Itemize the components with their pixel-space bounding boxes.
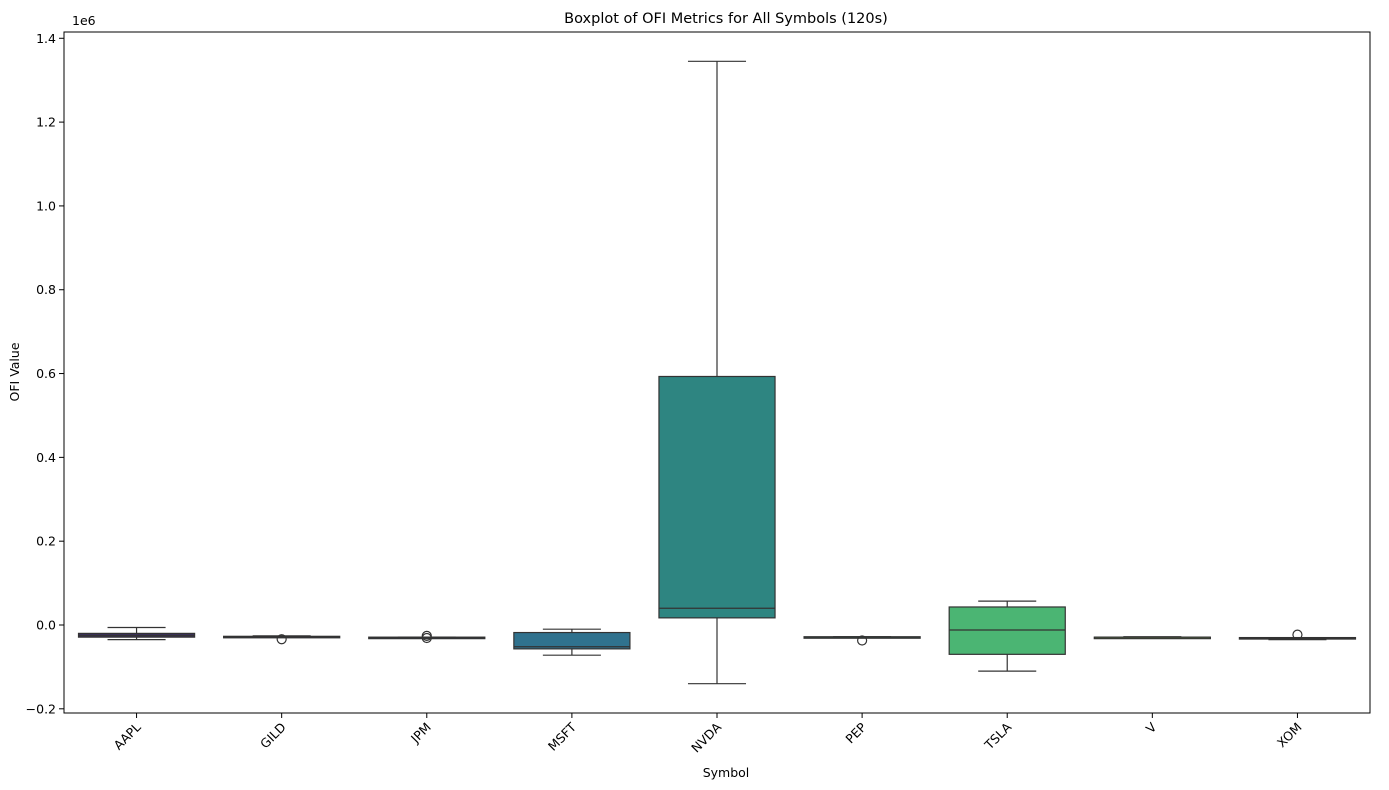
box-msft xyxy=(513,628,631,656)
y-offset-label: 1e6 xyxy=(72,13,96,28)
axes-frame xyxy=(63,31,1371,714)
box-xom xyxy=(1238,629,1357,641)
y-tick-label: 1.2 xyxy=(36,115,56,130)
iqr-box xyxy=(658,375,776,619)
boxes-group xyxy=(77,60,1357,685)
outlier-point xyxy=(1292,629,1303,640)
y-tick-label: 1.4 xyxy=(36,31,56,46)
outlier-point xyxy=(857,635,868,646)
box-jpm xyxy=(368,630,486,644)
y-tick-label: 0.6 xyxy=(36,366,56,381)
x-axis-label: Symbol xyxy=(703,765,750,780)
box-nvda xyxy=(658,60,776,685)
iqr-box xyxy=(513,631,631,650)
y-tick-label: −0.2 xyxy=(26,701,56,716)
y-tick-label: 1.0 xyxy=(36,198,56,213)
y-tick-label: 0.4 xyxy=(36,450,56,465)
box-aapl xyxy=(77,626,196,641)
outlier-point xyxy=(276,634,287,645)
chart-title: Boxplot of OFI Metrics for All Symbols (… xyxy=(564,11,888,27)
box-tsla xyxy=(948,600,1066,672)
y-tick-label: 0.8 xyxy=(36,282,56,297)
y-axis-ticks: −0.2 0.0 0.2 0.4 0.6 0.8 1.0 1.2 1.4 xyxy=(26,31,64,716)
box-pep xyxy=(803,635,921,646)
box-v xyxy=(1093,636,1211,640)
outlier-point xyxy=(421,630,432,641)
y-axis-label: OFI Value xyxy=(7,342,22,401)
box-gild xyxy=(223,634,341,645)
y-tick-label: 0.0 xyxy=(36,617,56,632)
iqr-box xyxy=(948,606,1066,655)
y-tick-label: 0.2 xyxy=(36,534,56,549)
